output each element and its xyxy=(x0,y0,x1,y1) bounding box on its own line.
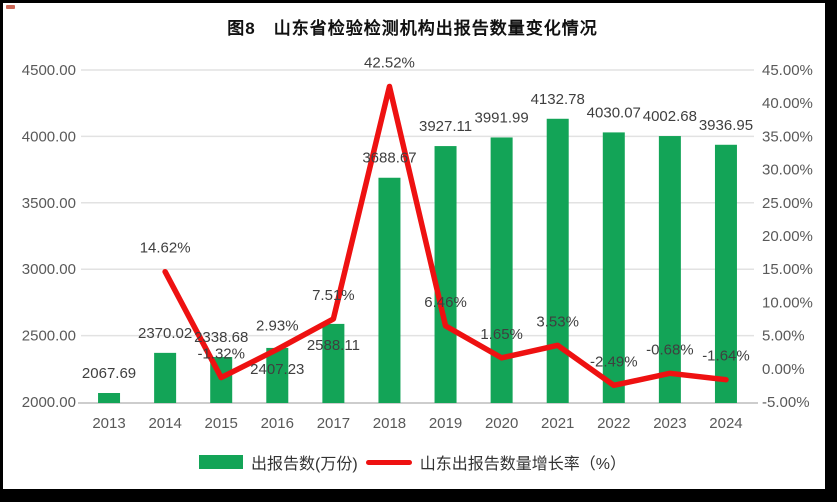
x-tick-label: 2020 xyxy=(485,415,518,432)
y-right-tick-label: 30.00% xyxy=(762,162,813,179)
y-left-tick-label: 4000.00 xyxy=(22,128,76,145)
bar-value-label: 3688.67 xyxy=(362,150,416,167)
rate-value-label: -0.68% xyxy=(646,341,694,358)
bar xyxy=(98,393,121,403)
legend-bar-swatch-icon xyxy=(199,455,244,469)
y-left-tick-label: 4500.00 xyxy=(22,62,76,79)
rate-value-label: -1.64% xyxy=(702,348,750,365)
x-tick-label: 2013 xyxy=(92,415,125,432)
rate-value-label: 3.53% xyxy=(536,313,579,330)
bar-value-label: 2338.68 xyxy=(194,329,248,346)
bar-value-label: 3991.99 xyxy=(475,109,529,126)
bar xyxy=(490,137,513,403)
rate-value-label: 6.46% xyxy=(424,294,467,311)
bar-value-label: 4030.07 xyxy=(587,104,641,121)
legend-line-swatch-icon xyxy=(365,459,412,465)
y-left-tick-label: 3500.00 xyxy=(22,195,76,212)
x-tick-label: 2018 xyxy=(373,415,406,432)
red-mark xyxy=(6,5,15,9)
y-right-tick-label: 15.00% xyxy=(762,261,813,278)
bar-value-label: 2407.23 xyxy=(250,361,304,378)
y-right-tick-label: 10.00% xyxy=(762,294,813,311)
chart-title: 图8 山东省检验检测机构出报告数量变化情况 xyxy=(227,19,598,38)
x-tick-label: 2024 xyxy=(709,415,742,432)
bar-value-label: 3936.95 xyxy=(699,117,753,134)
x-tick-label: 2021 xyxy=(541,415,574,432)
y-right-tick-label: 0.00% xyxy=(762,361,805,378)
rate-value-label: 2.93% xyxy=(256,317,299,334)
legend-line-label: 山东出报告数量增长率（%） xyxy=(419,456,626,473)
x-tick-label: 2019 xyxy=(429,415,462,432)
bar xyxy=(266,347,289,403)
y-left-tick-label: 2500.00 xyxy=(22,328,76,345)
y-left-tick-label: 3000.00 xyxy=(22,261,76,278)
x-tick-label: 2015 xyxy=(205,415,238,432)
x-tick-label: 2023 xyxy=(653,415,686,432)
rate-value-label: 7.51% xyxy=(312,287,355,304)
rate-value-label: 1.65% xyxy=(480,326,523,343)
rate-value-label: 42.52% xyxy=(364,54,415,71)
rate-value-label: -1.32% xyxy=(197,346,245,363)
bar xyxy=(546,118,569,403)
bar xyxy=(658,136,681,403)
bar xyxy=(434,146,457,404)
y-right-tick-label: 35.00% xyxy=(762,128,813,145)
bar-value-label: 4132.78 xyxy=(531,91,585,108)
bar-value-label: 2370.02 xyxy=(138,325,192,342)
bar-value-label: 2067.69 xyxy=(82,365,136,382)
bar xyxy=(378,177,401,403)
bar xyxy=(602,132,625,403)
bar xyxy=(714,144,737,403)
y-right-tick-label: -5.00% xyxy=(762,394,810,411)
bar-value-label: 3927.11 xyxy=(419,118,472,135)
legend: 出报告数(万份) 山东出报告数量增长率（%） xyxy=(0,449,825,475)
x-tick-label: 2017 xyxy=(317,415,350,432)
x-tick-label: 2022 xyxy=(597,415,630,432)
bar xyxy=(322,323,345,403)
bar-value-label: 2588.11 xyxy=(307,337,360,354)
y-right-tick-label: 20.00% xyxy=(762,228,813,245)
bar xyxy=(154,352,177,403)
legend-bar-label: 出报告数(万份) xyxy=(251,456,358,473)
y-right-tick-label: 25.00% xyxy=(762,195,813,212)
rate-value-label: 14.62% xyxy=(140,240,191,257)
y-left-tick-label: 2000.00 xyxy=(22,394,76,411)
x-tick-label: 2014 xyxy=(148,415,181,432)
bar-value-label: 4002.68 xyxy=(643,108,697,125)
x-tick-label: 2016 xyxy=(261,415,294,432)
y-right-tick-label: 5.00% xyxy=(762,328,805,345)
y-right-tick-label: 45.00% xyxy=(762,62,813,79)
y-right-tick-label: 40.00% xyxy=(762,95,813,112)
growth-line xyxy=(162,83,729,389)
rate-value-label: -2.49% xyxy=(590,353,638,370)
